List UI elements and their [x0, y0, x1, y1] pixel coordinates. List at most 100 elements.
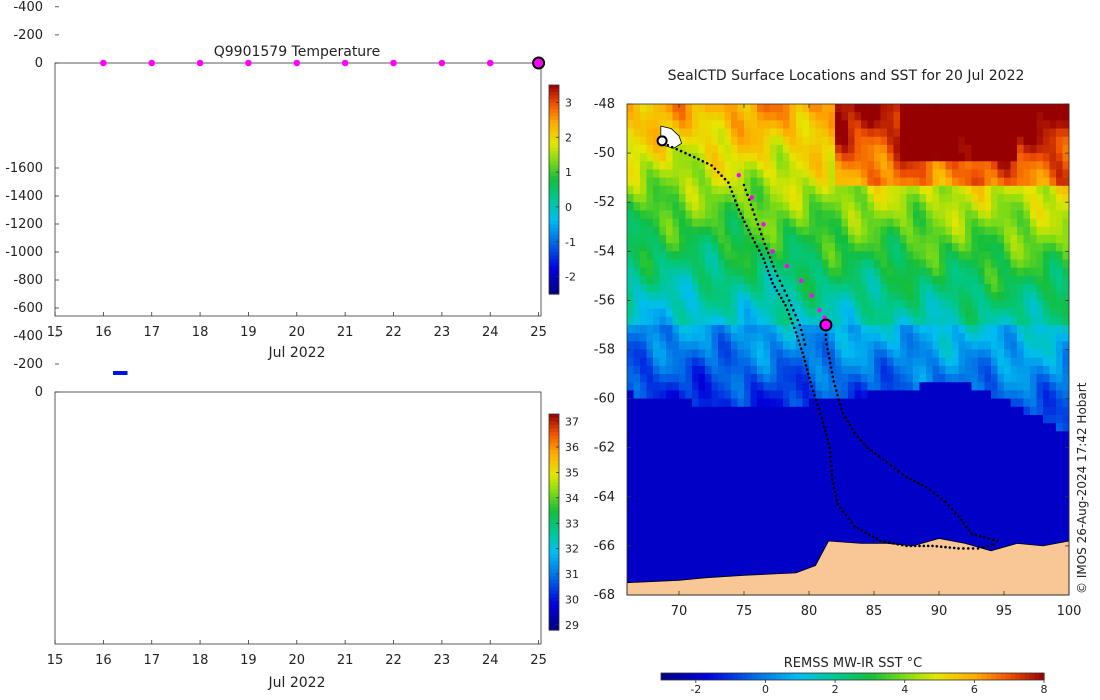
sst-cell [724, 275, 732, 285]
sst-cell [861, 349, 868, 359]
sst-cell [854, 455, 862, 465]
sst-cell [848, 308, 855, 318]
sst-cell [750, 496, 758, 506]
sst-cell [874, 537, 881, 547]
sst-cell [913, 472, 920, 481]
sst-cell [776, 341, 784, 350]
sst-cell [776, 333, 784, 342]
sst-cell [731, 136, 738, 146]
sst-cell [952, 267, 959, 277]
sst-cell [958, 112, 966, 121]
sst-cell [770, 136, 777, 146]
sst-cell [945, 104, 953, 113]
sst-cell [627, 251, 634, 260]
sst-cell [939, 284, 946, 293]
sst-cell [828, 161, 836, 170]
sst-cell [653, 243, 660, 252]
sst-cell [705, 390, 712, 400]
sst-cell [724, 128, 732, 138]
sst-cell [653, 349, 660, 359]
sst-cell [822, 521, 829, 531]
sst-cell [997, 406, 1005, 416]
y-tick-label: -1000 [5, 245, 43, 260]
colorbar-tick-label: 35 [565, 466, 579, 479]
sst-cell [633, 292, 641, 301]
sst-cell [809, 472, 816, 481]
sst-cell [932, 447, 940, 457]
sst-cell [731, 398, 738, 408]
colorbar-segment [549, 525, 559, 530]
sst-cell [854, 144, 862, 154]
sst-cell [627, 382, 634, 391]
sst-cell [958, 529, 966, 539]
sst-cell [932, 136, 940, 146]
sst-cell [802, 545, 810, 555]
sst-cell [828, 390, 836, 400]
sst-cell [952, 259, 959, 269]
sst-cell [679, 537, 686, 547]
sst-cell [1010, 464, 1018, 473]
sst-cell [757, 169, 764, 179]
sst-cell [711, 267, 719, 277]
sst-cell [828, 398, 836, 408]
sst-cell [815, 243, 823, 252]
sst-cell [776, 382, 784, 391]
sst-cell [984, 234, 992, 244]
sst-cell [711, 284, 719, 293]
sst-cell [848, 128, 855, 138]
sst-cell [1030, 177, 1037, 187]
sst-cell [757, 496, 764, 506]
sst-cell [737, 144, 745, 154]
sst-cell [711, 202, 719, 211]
sst-cell [711, 504, 719, 514]
sst-cell [958, 324, 966, 334]
sst-cell [913, 480, 920, 490]
sst-cell [809, 390, 816, 400]
sst-cell [646, 169, 654, 179]
sst-cell [880, 316, 888, 326]
sst-cell [672, 259, 680, 269]
sst-cell [692, 218, 699, 228]
colorbar-segment [549, 179, 559, 184]
sst-cell [867, 455, 875, 465]
sst-cell [939, 357, 946, 367]
sst-cell [991, 537, 998, 547]
sst-cell [939, 226, 946, 236]
sst-cell [711, 300, 719, 310]
sst-cell [698, 128, 706, 138]
sst-cell [666, 357, 673, 367]
sst-cell [659, 284, 667, 293]
sst-cell [724, 562, 732, 571]
sst-cell [672, 537, 680, 547]
sst-cell [880, 349, 888, 359]
sst-cell [802, 529, 810, 539]
sst-cell [919, 144, 927, 154]
sst-cell [711, 226, 719, 236]
colorbar-segment [549, 137, 559, 142]
sst-cell [757, 177, 764, 187]
sst-cell [731, 431, 738, 441]
sst-cell [1010, 529, 1018, 539]
sst-cell [731, 234, 738, 244]
sst-cell [913, 202, 920, 211]
sst-cell [666, 104, 673, 113]
colorbar-segment [549, 283, 559, 288]
sst-cell [659, 226, 667, 236]
sst-cell [1030, 136, 1037, 146]
colorbar-segment [549, 471, 559, 476]
sst-cell [906, 504, 914, 514]
sst-cell [1017, 112, 1024, 121]
sst-cell [1010, 341, 1018, 350]
sst-cell [906, 439, 914, 449]
sst-cell [1023, 104, 1031, 113]
sst-cell [926, 128, 933, 138]
sst-cell [854, 349, 862, 359]
sst-cell [718, 234, 725, 244]
sst-cell [776, 365, 784, 375]
sst-cell [835, 472, 842, 481]
sst-cell [841, 144, 849, 154]
sst-cell [945, 374, 953, 383]
sst-cell [796, 398, 803, 408]
sst-cell [913, 210, 920, 220]
sst-cell [731, 554, 738, 563]
